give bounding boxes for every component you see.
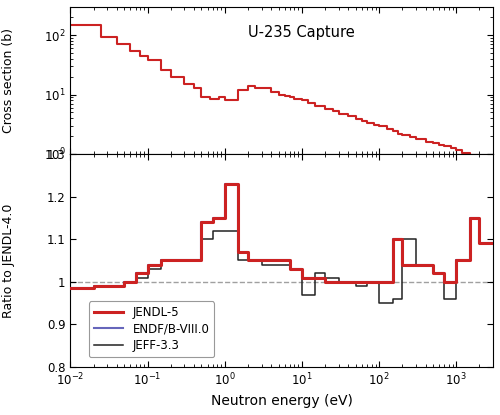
- Text: U-235 Capture: U-235 Capture: [248, 24, 354, 39]
- JENDL-5: [132, 271, 138, 276]
- JEFF-3.3: [353, 279, 359, 284]
- X-axis label: Neutron energy (eV): Neutron energy (eV): [211, 394, 352, 408]
- JEFF-3.3: [376, 300, 382, 305]
- JEFF-3.3: [490, 241, 496, 246]
- ENDF/B-VIII.0: [68, 286, 73, 290]
- Line: ENDF/B-VIII.0: ENDF/B-VIII.0: [70, 184, 493, 288]
- Line: JENDL-5: JENDL-5: [70, 184, 493, 288]
- JEFF-3.3: [68, 286, 73, 290]
- ENDF/B-VIII.0: [287, 266, 293, 271]
- JEFF-3.3: [336, 279, 342, 284]
- JEFF-3.3: [132, 275, 138, 280]
- JENDL-5: [287, 266, 293, 271]
- ENDF/B-VIII.0: [353, 279, 359, 284]
- JENDL-5: [222, 181, 228, 186]
- JENDL-5: [490, 241, 496, 246]
- ENDF/B-VIII.0: [312, 275, 318, 280]
- JENDL-5: [353, 279, 359, 284]
- ENDF/B-VIII.0: [258, 258, 264, 263]
- JEFF-3.3: [287, 262, 293, 267]
- Y-axis label: Cross section (b): Cross section (b): [2, 28, 16, 133]
- JENDL-5: [312, 275, 318, 280]
- JENDL-5: [353, 279, 359, 284]
- JEFF-3.3: [467, 215, 473, 220]
- Line: JEFF-3.3: JEFF-3.3: [70, 218, 493, 303]
- ENDF/B-VIII.0: [132, 271, 138, 276]
- ENDF/B-VIII.0: [490, 241, 496, 246]
- Legend: JENDL-5, ENDF/B-VIII.0, JEFF-3.3: JENDL-5, ENDF/B-VIII.0, JEFF-3.3: [89, 301, 214, 357]
- Y-axis label: Ratio to JENDL-4.0: Ratio to JENDL-4.0: [2, 203, 16, 317]
- ENDF/B-VIII.0: [353, 279, 359, 284]
- ENDF/B-VIII.0: [222, 181, 228, 186]
- JEFF-3.3: [245, 258, 251, 263]
- JENDL-5: [258, 258, 264, 263]
- JENDL-5: [68, 286, 73, 290]
- JEFF-3.3: [312, 292, 318, 297]
